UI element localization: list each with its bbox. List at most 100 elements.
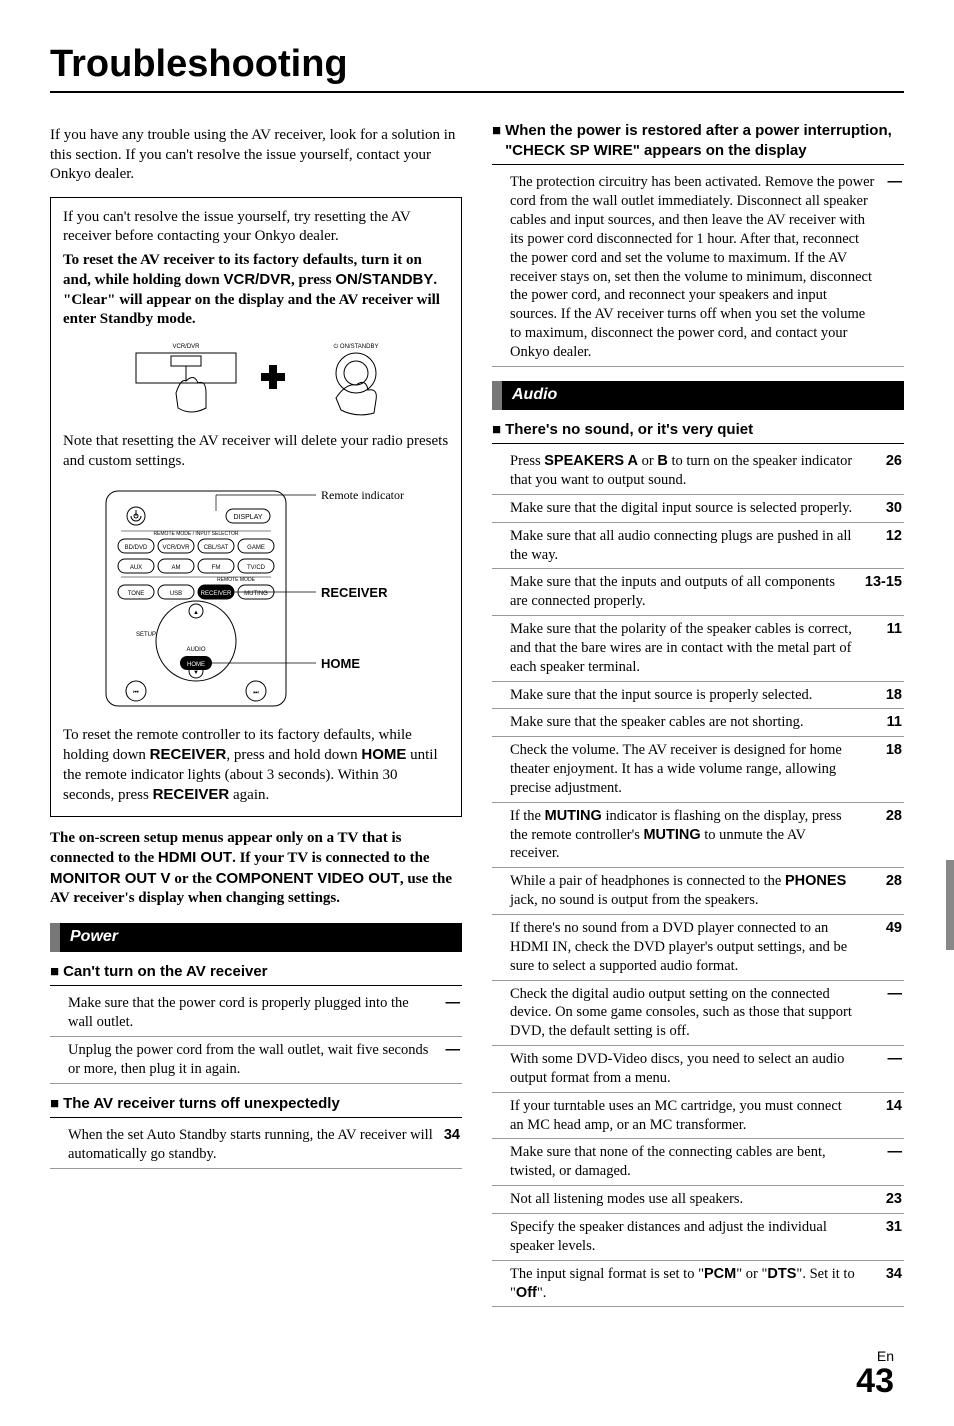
- osd-b3: COMPONENT VIDEO OUT: [216, 870, 400, 887]
- svg-text:TONE: TONE: [128, 591, 145, 597]
- p4-b1: RECEIVER: [150, 746, 227, 763]
- svg-text:▼: ▼: [193, 670, 199, 676]
- row-page: 34: [436, 1122, 462, 1168]
- checksp-page: —: [880, 169, 905, 366]
- row-page: 18: [857, 681, 904, 709]
- row-text: Make sure that the digital input source …: [492, 494, 857, 522]
- checksp-heading: ■When the power is restored after a powe…: [492, 121, 904, 165]
- audio-table: Press SPEAKERS A or B to turn on the spe…: [492, 448, 904, 1307]
- table-row: If your turntable uses an MC cartridge, …: [492, 1092, 904, 1139]
- table-row: Make sure that all audio connecting plug…: [492, 522, 904, 569]
- row-page: 18: [857, 737, 904, 803]
- row-text: Make sure that the power cord is properl…: [50, 990, 438, 1036]
- right-column: ■When the power is restored after a powe…: [492, 111, 904, 1307]
- table-row: Not all listening modes use all speakers…: [492, 1186, 904, 1214]
- row-text: With some DVD-Video discs, you need to s…: [492, 1046, 857, 1093]
- svg-text:HOME: HOME: [187, 662, 205, 668]
- p4-m1: , press and hold down: [226, 747, 361, 763]
- table-row: Make sure that the speaker cables are no…: [492, 709, 904, 737]
- intro-paragraph: If you have any trouble using the AV rec…: [50, 126, 462, 185]
- osd-m1: . If your TV is connected to the: [232, 850, 430, 866]
- table-row: Check the volume. The AV receiver is des…: [492, 737, 904, 803]
- row-page: 11: [857, 616, 904, 682]
- table-row: Specify the speaker distances and adjust…: [492, 1213, 904, 1260]
- table-row: Make sure that the digital input source …: [492, 494, 904, 522]
- svg-text:HOME: HOME: [321, 656, 360, 671]
- row-page: —: [438, 990, 463, 1036]
- reset-btn-onstandby: ON/STANDBY: [335, 271, 433, 288]
- row-text: If the MUTING indicator is flashing on t…: [492, 802, 857, 868]
- row-text: Specify the speaker distances and adjust…: [492, 1213, 857, 1260]
- page-footer: En 43: [50, 1347, 894, 1396]
- power-sub2-text: The AV receiver turns off unexpectedly: [63, 1094, 340, 1114]
- footer-page-number: 43: [50, 1366, 894, 1397]
- svg-text:RECEIVER: RECEIVER: [201, 591, 232, 597]
- table-row: While a pair of headphones is connected …: [492, 868, 904, 915]
- power-sub1-text: Can't turn on the AV receiver: [63, 962, 267, 982]
- svg-text:GAME: GAME: [247, 545, 265, 551]
- osd-b1: HDMI OUT: [158, 849, 232, 866]
- row-text: Check the volume. The AV receiver is des…: [492, 737, 857, 803]
- reset-btn-vcrdvr: VCR/DVR: [223, 271, 291, 288]
- svg-text:REMOTE MODE: REMOTE MODE: [217, 577, 255, 583]
- svg-text:REMOTE MODE / INPUT SELECTOR: REMOTE MODE / INPUT SELECTOR: [153, 531, 238, 537]
- reset-p2: To reset the AV receiver to its factory …: [63, 251, 449, 330]
- row-page: —: [857, 1139, 904, 1186]
- table-row: The protection circuitry has been activa…: [492, 169, 904, 366]
- row-page: 28: [857, 802, 904, 868]
- row-page: 14: [857, 1092, 904, 1139]
- svg-text:DISPLAY: DISPLAY: [233, 514, 262, 521]
- row-page: 13-15: [857, 569, 904, 616]
- reset-p4: To reset the remote controller to its fa…: [63, 726, 449, 806]
- svg-text:Remote indicator: Remote indicator: [321, 488, 404, 502]
- checksp-table: The protection circuitry has been activa…: [492, 169, 904, 366]
- osd-m2: or the: [171, 871, 216, 887]
- table-row: When the set Auto Standby starts running…: [50, 1122, 462, 1168]
- svg-text:AUDIO: AUDIO: [186, 647, 205, 653]
- row-page: 23: [857, 1186, 904, 1214]
- checksp-heading-text: When the power is restored after a power…: [505, 121, 904, 160]
- left-column: If you have any trouble using the AV rec…: [50, 111, 462, 1307]
- p4-b2: HOME: [361, 746, 406, 763]
- svg-text:VCR/DVR: VCR/DVR: [162, 545, 190, 551]
- svg-text:▲: ▲: [193, 610, 199, 616]
- row-page: 26: [857, 448, 904, 494]
- page-edge-tab: [946, 860, 954, 950]
- row-text: If your turntable uses an MC cartridge, …: [492, 1092, 857, 1139]
- row-page: —: [438, 1036, 463, 1083]
- reset-p2-mid: , press: [291, 272, 335, 288]
- p4-post: again.: [229, 787, 269, 803]
- row-page: 30: [857, 494, 904, 522]
- standby-label: ⏻ ON/STANDBY: [334, 343, 379, 350]
- row-text: Make sure that all audio connecting plug…: [492, 522, 857, 569]
- power-sub2: ■The AV receiver turns off unexpectedly: [50, 1094, 462, 1119]
- svg-text:FM: FM: [212, 565, 221, 571]
- row-text: Make sure that the inputs and outputs of…: [492, 569, 857, 616]
- svg-text:AUX: AUX: [130, 565, 142, 571]
- table-row: Make sure that the input source is prope…: [492, 681, 904, 709]
- row-page: 11: [857, 709, 904, 737]
- table-row: With some DVD-Video discs, you need to s…: [492, 1046, 904, 1093]
- svg-text:⏮: ⏮: [133, 690, 139, 696]
- row-text: Unplug the power cord from the wall outl…: [50, 1036, 438, 1083]
- power-heading: Power: [50, 923, 462, 952]
- reset-receiver-diagram: VCR/DVR ⏻ ON/STANDBY: [63, 338, 449, 425]
- table-row: The input signal format is set to "PCM" …: [492, 1260, 904, 1307]
- audio-heading: Audio: [492, 381, 904, 410]
- row-page: —: [857, 1046, 904, 1093]
- svg-text:AM: AM: [172, 565, 181, 571]
- table-row: Make sure that the inputs and outputs of…: [492, 569, 904, 616]
- power-sub1: ■Can't turn on the AV receiver: [50, 962, 462, 987]
- table-row: Make sure that the polarity of the speak…: [492, 616, 904, 682]
- osd-note: The on-screen setup menus appear only on…: [50, 829, 462, 909]
- svg-text:BD/DVD: BD/DVD: [125, 545, 148, 551]
- power-table-1: Make sure that the power cord is properl…: [50, 990, 462, 1083]
- svg-text:RECEIVER: RECEIVER: [321, 585, 388, 600]
- p4-b3: RECEIVER: [153, 786, 230, 803]
- row-text: Make sure that none of the connecting ca…: [492, 1139, 857, 1186]
- table-row: If the MUTING indicator is flashing on t…: [492, 802, 904, 868]
- row-page: —: [857, 980, 904, 1046]
- page-title: Troubleshooting: [50, 40, 904, 93]
- row-page: 31: [857, 1213, 904, 1260]
- svg-text:⏭: ⏭: [253, 690, 259, 696]
